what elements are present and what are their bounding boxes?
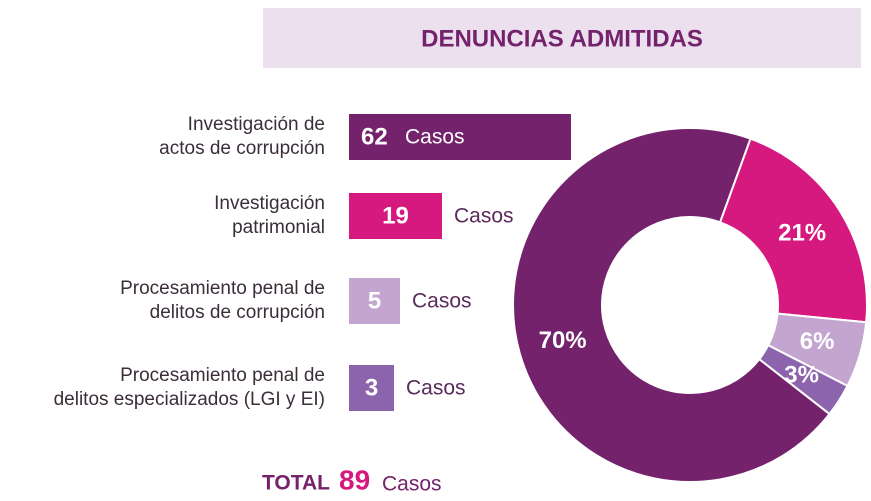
category-label: Procesamiento penal de delitos de corrupc… — [120, 278, 325, 323]
slice-label: 6% — [800, 328, 835, 355]
slice-label: 21% — [778, 220, 826, 247]
total-unit: Casos — [382, 473, 442, 496]
bar — [349, 365, 394, 411]
total-value: 89 — [339, 464, 370, 495]
bar-unit: Casos — [405, 126, 465, 149]
bar — [349, 114, 571, 160]
category-label: Procesamiento penal de delitos especializ… — [54, 365, 325, 410]
bar-value: 5 — [368, 287, 381, 314]
category-label: Investigación de actos de corrupción — [159, 114, 325, 159]
category-line: actos de corrupción — [159, 138, 325, 159]
category-line: Procesamiento penal de — [120, 365, 325, 386]
slice-label: 70% — [539, 327, 587, 354]
bar-unit: Casos — [406, 377, 466, 400]
donut-slice — [757, 343, 849, 416]
bar — [349, 278, 400, 324]
category-line: patrimonial — [232, 217, 325, 238]
slice-label: 3% — [784, 362, 819, 389]
category-line: Investigación — [214, 193, 325, 214]
bar-value: 62 — [361, 123, 388, 150]
total-label: TOTAL — [262, 472, 330, 495]
bar-unit: Casos — [412, 290, 472, 313]
category-line: delitos de corrupción — [150, 302, 325, 323]
category-line: delitos especializados (LGI y EI) — [54, 389, 325, 410]
bar-value: 3 — [365, 374, 378, 401]
header-band — [263, 8, 861, 68]
bar-value: 19 — [382, 202, 409, 229]
bar — [349, 193, 442, 239]
category-label: Investigación patrimonial — [214, 193, 325, 238]
title: DENUNCIAS ADMITIDAS — [421, 25, 703, 52]
category-line: Procesamiento penal de — [120, 278, 325, 299]
bar-unit: Casos — [454, 205, 514, 228]
donut-slice — [718, 137, 868, 324]
donut-slice — [512, 127, 831, 483]
category-line: Investigación de — [188, 114, 325, 135]
